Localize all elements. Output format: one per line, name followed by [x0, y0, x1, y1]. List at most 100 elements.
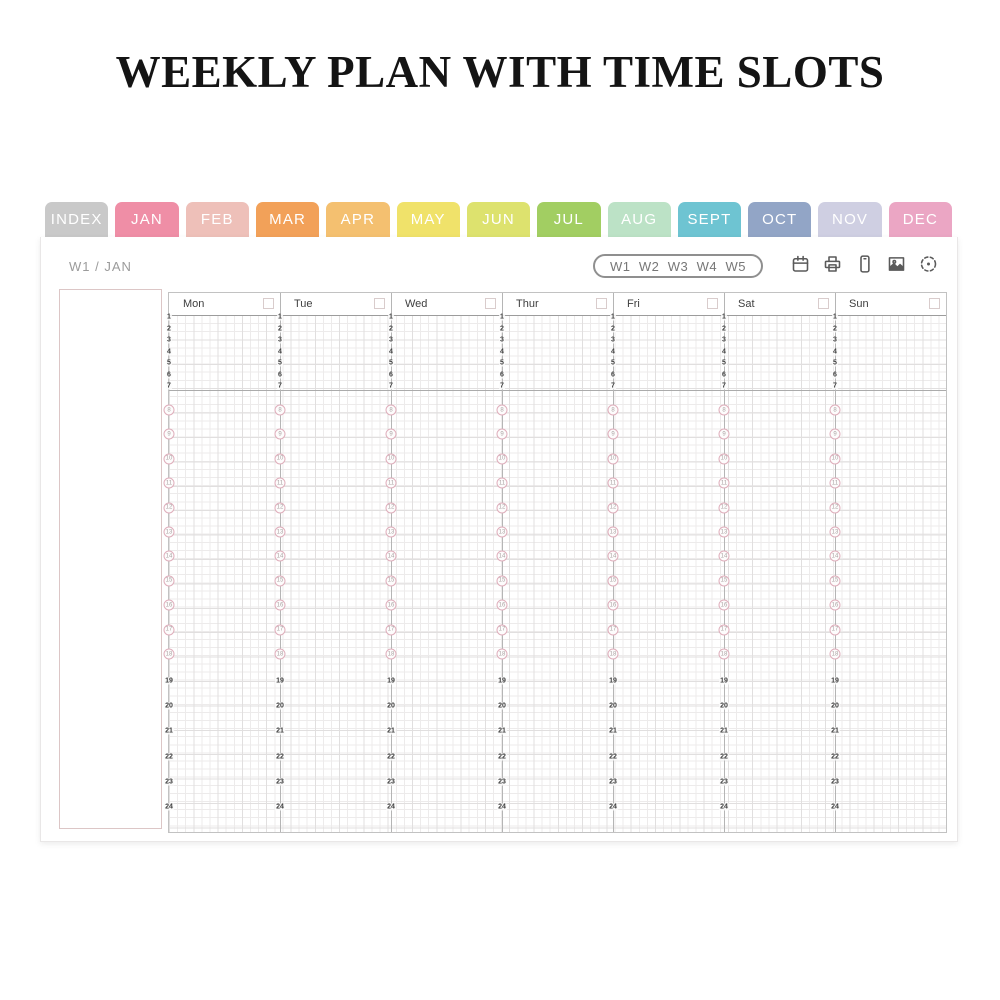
hour-label: 4 [610, 348, 616, 355]
day-checkbox[interactable] [485, 298, 496, 309]
hour-slot-circle: 12 [274, 502, 286, 514]
day-checkbox[interactable] [818, 298, 829, 309]
hour-label: 22 [386, 753, 396, 761]
hour-label: 6 [166, 371, 172, 378]
hour-slot-circle: 17 [718, 624, 730, 636]
hour-label: 3 [277, 336, 283, 344]
hour-slot-circle: 8 [385, 404, 397, 416]
hour-slot-circle: 9 [829, 428, 841, 440]
hour-slot-circle: 16 [385, 599, 397, 611]
image-icon[interactable] [885, 252, 907, 276]
hour-label: 5 [277, 359, 283, 367]
hour-slot-circle: 14 [718, 550, 730, 562]
week-button-w5[interactable]: W5 [725, 258, 746, 274]
hour-slot-circle: 11 [718, 477, 730, 489]
hour-slot-circle: 11 [385, 477, 397, 489]
hour-slot-circle: 17 [607, 624, 619, 636]
hour-label: 2 [166, 325, 172, 332]
hour-label: 19 [608, 677, 618, 685]
day-checkbox[interactable] [374, 298, 385, 309]
hour-label: 19 [719, 677, 729, 685]
hour-label: 3 [166, 336, 172, 344]
tab-jun[interactable]: JUN [466, 202, 531, 237]
calendar-icon[interactable] [789, 252, 811, 276]
hour-slot-circle: 11 [829, 477, 841, 489]
week-button-w4[interactable]: W4 [696, 258, 718, 274]
column-divider [280, 293, 281, 832]
month-tabs: INDEX JAN FEB MAR APR MAY JUN JUL AUG SEPT OCT NOV D… [40, 202, 958, 237]
hour-slot-circle: 9 [274, 428, 286, 440]
hour-slot-circle: 9 [163, 428, 175, 440]
hour-label: 22 [275, 753, 285, 761]
hour-slot-circle: 11 [607, 477, 619, 489]
hour-label: 3 [610, 336, 616, 344]
hour-label: 1 [721, 313, 727, 321]
week-button-w1[interactable]: W1 [610, 258, 631, 274]
tab-aug[interactable]: AUG [607, 202, 671, 237]
hour-label: 4 [832, 348, 838, 355]
hour-label: 6 [832, 371, 838, 378]
phone-icon[interactable] [853, 252, 875, 276]
target-icon[interactable] [917, 252, 939, 276]
day-checkbox[interactable] [596, 298, 607, 309]
tab-jul[interactable]: JUL [537, 202, 601, 237]
hour-slot-circle: 17 [274, 624, 286, 636]
hour-slot-circle: 10 [385, 453, 397, 465]
tab-dec[interactable]: DEC [888, 202, 953, 237]
page-title: WEEKLY PLAN WITH TIME SLOTS [115, 47, 885, 97]
tab-nov[interactable]: NOV [818, 202, 882, 237]
tab-index[interactable]: INDEX [45, 202, 109, 237]
hour-label: 7 [277, 382, 283, 390]
tab-may[interactable]: MAY [396, 202, 460, 237]
hour-label: 23 [275, 778, 285, 786]
hour-label: 19 [830, 677, 840, 685]
tab-feb[interactable]: FEB [185, 202, 249, 237]
hour-label: 6 [610, 371, 616, 378]
tab-apr[interactable]: APR [326, 202, 390, 237]
hour-slot-circle: 14 [274, 550, 286, 562]
tab-sept[interactable]: SEPT [677, 202, 742, 237]
hour-label: 6 [499, 371, 505, 378]
hour-slot-circle: 18 [385, 648, 397, 660]
hour-slot-circle: 11 [163, 477, 175, 489]
day-header-sat: Sat [724, 293, 835, 315]
day-checkbox[interactable] [263, 298, 274, 309]
hour-slot-circle: 18 [163, 648, 175, 660]
hour-label: 20 [608, 702, 618, 710]
tab-oct[interactable]: OCT [748, 202, 812, 237]
hour-slot-circle: 16 [163, 599, 175, 611]
hour-label: 23 [497, 778, 507, 786]
week-button-w3[interactable]: W3 [667, 258, 689, 274]
hour-label: 19 [497, 677, 507, 685]
hour-slot-circle: 11 [496, 477, 508, 489]
hour-label: 7 [721, 382, 727, 390]
hour-label: 22 [497, 753, 507, 761]
weekly-grid[interactable]: Mon 1 2 3 4 5 6 7 8 9 10 11 12 13 14 15 16 17 18 19 20 21 22 23… [163, 292, 947, 833]
hour-slot-circle: 12 [163, 502, 175, 514]
hour-label: 24 [830, 803, 840, 811]
hour-label: 2 [721, 325, 727, 332]
hour-slot-circle: 13 [718, 526, 730, 538]
week-button-w2[interactable]: W2 [638, 258, 660, 274]
hour-slot-circle: 18 [496, 648, 508, 660]
hour-slot-circle: 12 [496, 502, 508, 514]
hour-label: 20 [164, 702, 174, 710]
hour-label: 23 [830, 778, 840, 786]
tab-jan[interactable]: JAN [115, 202, 179, 237]
hour-label: 1 [832, 313, 838, 321]
hour-label: 24 [497, 803, 507, 811]
hour-label: 21 [275, 727, 285, 735]
hour-label: 20 [719, 702, 729, 710]
hour-label: 23 [386, 778, 396, 786]
day-checkbox[interactable] [707, 298, 718, 309]
day-checkbox[interactable] [929, 298, 940, 309]
hour-slot-circle: 15 [163, 575, 175, 587]
notes-sidebar[interactable] [59, 289, 162, 829]
hour-label: 22 [608, 753, 618, 761]
hour-label: 21 [719, 727, 729, 735]
column-divider [613, 293, 614, 832]
header-divider [169, 315, 946, 316]
hour-label: 3 [388, 336, 394, 344]
tab-mar[interactable]: MAR [255, 202, 320, 237]
printer-icon[interactable] [821, 252, 843, 276]
